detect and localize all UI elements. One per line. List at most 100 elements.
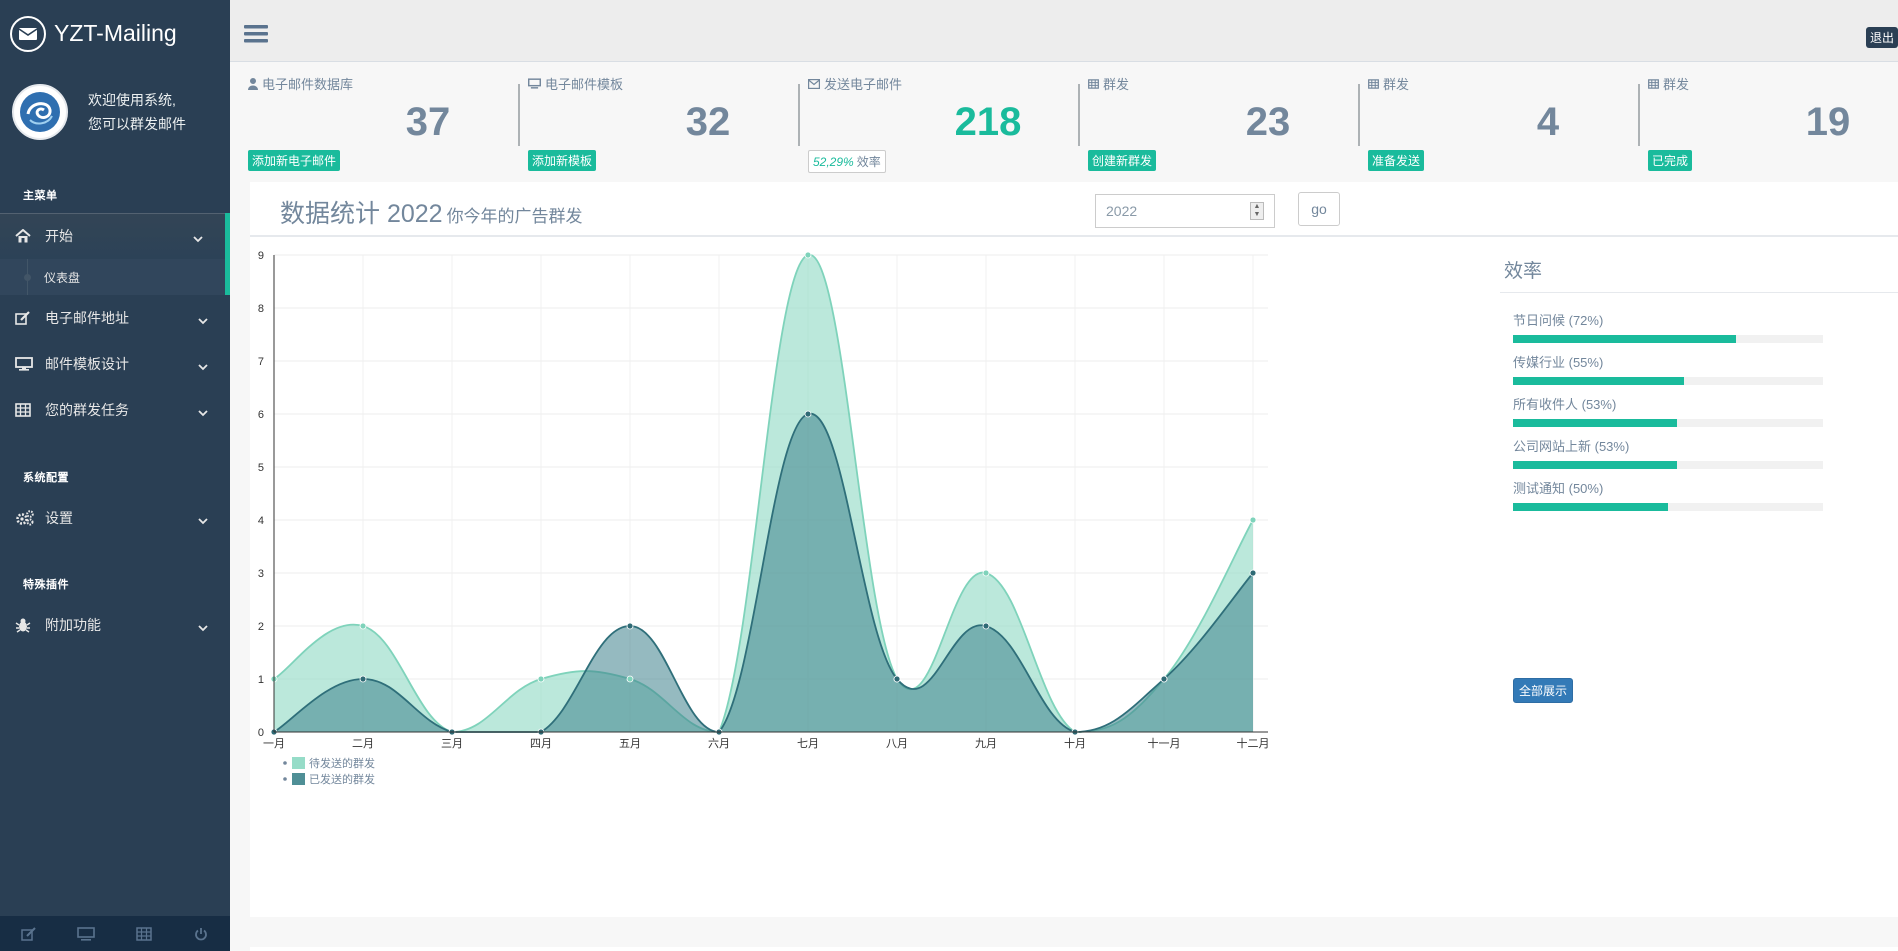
year-input[interactable]: 2022 ▲ ▼ [1095,194,1275,228]
create-campaign-button[interactable]: 创建新群发 [1088,150,1157,171]
desktop-icon [15,357,45,371]
menu-section-main: 主菜单 [23,190,58,202]
tile-count: 32 [685,100,731,144]
brand[interactable]: YZT-Mailing [0,0,230,67]
efficiency-badge: 52,29% 效率 [808,150,886,173]
x-tick-label: 八月 [886,737,908,750]
efficiency-value: 52,29% [813,155,854,169]
sidebar-item-settings[interactable]: 设置 [0,495,230,541]
bug-icon [15,617,45,633]
show-all-button[interactable]: 全部展示 [1513,678,1574,703]
tile-title: 群发 [1103,77,1130,92]
data-point[interactable] [537,675,545,683]
x-tick-label: 十二月 [1237,736,1270,750]
x-tick-label: 三月 [441,737,463,750]
add-email-button[interactable]: 添加新电子邮件 [248,150,341,171]
efficiency-item-label: 测试通知 (50%) [1513,481,1604,496]
data-point[interactable] [1249,569,1257,577]
x-tick-label: 一月 [263,737,285,750]
data-point[interactable] [982,622,990,630]
tile-divider [1638,84,1640,146]
table-icon [1368,78,1379,89]
gears-icon [15,510,45,526]
footer-power-icon[interactable] [173,916,231,951]
progress-fill [1513,335,1737,343]
tile-divider [798,84,800,146]
data-point[interactable] [359,622,367,630]
data-point[interactable] [804,410,812,418]
sidebar-item-label: 设置 [45,510,73,526]
efficiency-item: 所有收件人 (53%) [1513,394,1823,427]
sidebar-item-addons[interactable]: 附加功能 [0,602,230,648]
table-icon [15,403,45,417]
avatar [12,84,68,140]
progress-fill [1513,377,1684,385]
data-point[interactable] [626,622,634,630]
efficiency-item: 节日问候 (72%) [1513,310,1823,343]
progress-bar [1513,461,1823,469]
sidebar-item-template-design[interactable]: 邮件模板设计 [0,341,230,387]
chevron-down-icon [198,619,208,635]
efficiency-item-label: 所有收件人 (53%) [1513,397,1617,412]
footer-table-icon[interactable] [115,916,173,951]
tile-campaigns: 群发 23 创建新群发 [1088,74,1308,174]
y-tick-label: 5 [258,462,264,474]
y-tick-label: 9 [258,250,264,262]
data-point[interactable] [893,675,901,683]
sidebar-item-start[interactable]: 开始 [0,213,230,259]
logout-button[interactable]: 退出 [1865,27,1898,48]
x-tick-label: 九月 [975,737,997,750]
panel-bottom [250,947,1898,951]
efficiency-item: 传媒行业 (55%) [1513,352,1823,385]
year-stepper[interactable]: ▲ ▼ [1250,202,1264,220]
progress-bar [1513,335,1823,343]
ready-to-send-button[interactable]: 准备发送 [1368,150,1425,171]
sidebar-footer [0,916,230,951]
y-tick-label: 6 [258,409,264,421]
tile-email-templates: 电子邮件模板 32 添加新模板 [528,74,748,174]
x-tick-label: 十一月 [1148,736,1181,750]
add-template-button[interactable]: 添加新模板 [528,150,597,171]
statistics-panel: 数据统计 2022 你今年的广告群发 2022 ▲ ▼ go 0 1 2 3 4 5 6 7 8 9 一… [250,182,1898,917]
sidebar-item-tasks[interactable]: 您的群发任务 [0,387,230,433]
sidebar-subitem-dashboard[interactable]: 仪表盘 [0,259,230,295]
chevron-down-icon [198,312,208,328]
desktop-icon [528,78,541,89]
x-tick-label: 七月 [797,737,819,750]
menu-toggle-icon[interactable] [244,24,268,49]
data-point[interactable] [626,675,634,683]
tile-sent-emails: 发送电子邮件 218 52,29% 效率 [808,74,1028,174]
legend-bullet [283,777,287,781]
area-chart: 0 1 2 3 4 5 6 7 8 9 一月 二月 三月 四月 五月 六月 七月 八月 九月 十月 十一月 十二月 待发送… [258,250,1270,786]
x-tick-label: 四月 [530,737,552,750]
tile-email-database: 电子邮件数据库 37 添加新电子邮件 [248,74,468,174]
tile-count: 37 [405,100,451,144]
tile-count: 19 [1805,100,1851,144]
completed-button[interactable]: 已完成 [1648,150,1693,171]
y-tick-label: 2 [258,621,264,633]
tile-title: 电子邮件数据库 [262,77,354,92]
tile-campaigns-ready: 群发 4 准备发送 [1368,74,1588,174]
progress-bar [1513,419,1823,427]
y-tick-label: 3 [258,568,264,580]
tile-divider [1358,84,1360,146]
data-point[interactable] [1249,516,1257,524]
envelope-icon [10,15,46,52]
chevron-down-icon [198,358,208,374]
sidebar-item-label: 您的群发任务 [45,402,129,418]
menu-section-config: 系统配置 [23,472,69,484]
data-point[interactable] [804,251,812,259]
go-button[interactable]: go [1298,192,1340,226]
footer-edit-icon[interactable] [0,916,58,951]
tile-count: 4 [1536,100,1560,144]
efficiency-item-label: 传媒行业 (55%) [1513,355,1604,370]
footer-desktop-icon[interactable] [58,916,116,951]
y-tick-label: 0 [258,727,264,739]
data-point[interactable] [982,569,990,577]
tile-title: 电子邮件模板 [545,77,624,92]
edit-icon [15,311,45,325]
data-point[interactable] [359,675,367,683]
panel-divider [250,235,1898,237]
sidebar-item-email-addresses[interactable]: 电子邮件地址 [0,295,230,341]
data-point[interactable] [1160,675,1168,683]
